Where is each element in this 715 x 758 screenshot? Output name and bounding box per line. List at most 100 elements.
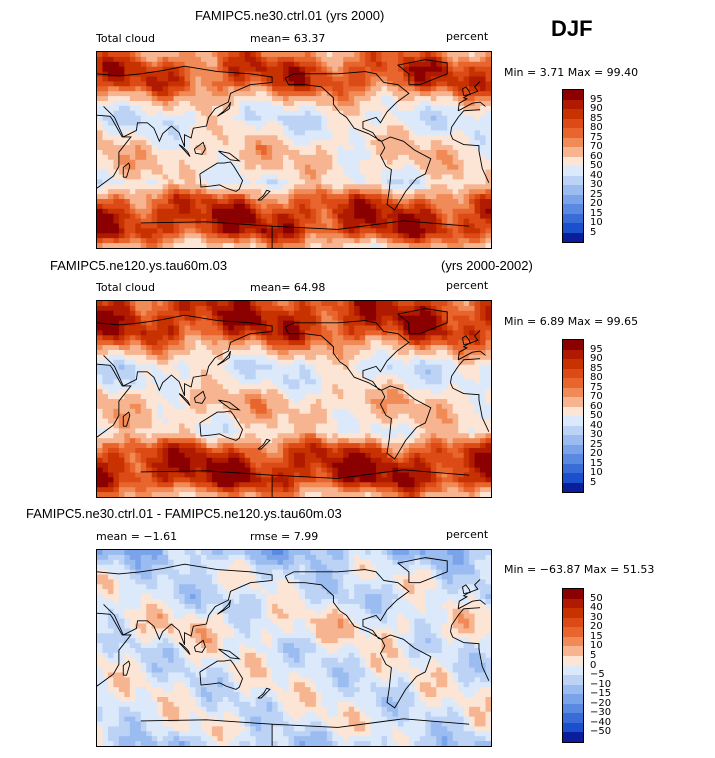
field-cell <box>239 223 246 229</box>
field-cell <box>261 228 268 234</box>
field-cell <box>447 228 454 234</box>
field-cell <box>332 203 339 210</box>
field-cell <box>304 238 312 244</box>
field-cell <box>343 413 350 420</box>
field-cell <box>474 189 481 195</box>
field-cell <box>168 140 175 146</box>
field-cell <box>332 140 339 146</box>
field-cell <box>233 169 240 176</box>
field-cell <box>419 76 426 82</box>
field-cell <box>304 208 312 215</box>
field-cell <box>107 243 115 248</box>
field-cell <box>387 135 394 141</box>
field-cell <box>381 228 388 234</box>
field-cell <box>381 169 388 176</box>
field-cell <box>239 101 246 107</box>
field-cell <box>135 164 142 171</box>
field-cell <box>458 369 465 376</box>
field-cell <box>239 354 246 361</box>
field-cell <box>304 96 312 102</box>
field-cell <box>206 66 213 73</box>
field-cell <box>151 399 158 405</box>
field-cell <box>179 389 186 395</box>
field-cell <box>387 394 394 400</box>
field-cell <box>288 350 295 356</box>
field-cell <box>97 174 104 180</box>
field-cell <box>200 364 208 371</box>
field-cell <box>168 120 175 127</box>
field-cell <box>173 364 180 371</box>
field-cell <box>359 218 366 225</box>
field-cell <box>190 105 197 112</box>
field-cell <box>436 354 443 361</box>
field-cell <box>272 330 279 336</box>
field-cell <box>354 403 361 410</box>
field-cell <box>113 81 120 87</box>
field-cell <box>217 354 224 361</box>
field-cell <box>463 301 470 307</box>
field-cell <box>332 423 339 429</box>
field-cell <box>239 213 246 220</box>
field-cell <box>485 110 491 117</box>
field-cell <box>135 115 142 122</box>
field-cell <box>365 101 372 107</box>
field-cell <box>173 384 180 390</box>
field-cell <box>299 403 306 410</box>
field-cell <box>239 325 246 331</box>
field-cell <box>304 203 312 210</box>
field-cell <box>469 433 476 439</box>
field-cell <box>408 184 415 190</box>
field-cell <box>239 154 246 161</box>
field-cell <box>168 399 175 405</box>
field-cell <box>272 399 279 405</box>
field-cell <box>266 101 273 107</box>
field-cell <box>222 189 229 195</box>
field-cell <box>124 61 131 68</box>
field-cell <box>365 438 372 444</box>
field-cell <box>447 150 454 156</box>
field-cell <box>408 140 415 146</box>
field-cell <box>222 56 229 63</box>
field-cell <box>392 154 399 161</box>
field-cell <box>118 320 125 327</box>
field-cell <box>463 203 470 210</box>
field-cell <box>146 135 153 141</box>
field-cell <box>419 145 426 151</box>
field-cell <box>376 350 383 356</box>
field-cell <box>480 86 487 92</box>
field-cell <box>387 71 394 78</box>
field-cell <box>376 330 383 336</box>
field-cell <box>129 86 136 92</box>
field-cell <box>381 413 388 420</box>
field-cell <box>408 194 415 200</box>
field-cell <box>277 433 284 439</box>
field-cell <box>359 179 366 185</box>
field-cell <box>168 81 175 87</box>
field-cell <box>430 130 437 136</box>
field-cell <box>397 223 405 229</box>
field-cell <box>397 350 405 356</box>
field-cell <box>294 159 301 166</box>
field-cell <box>217 115 224 122</box>
field-cell <box>452 194 459 200</box>
field-cell <box>113 384 120 390</box>
field-cell <box>146 399 153 405</box>
field-cell <box>408 130 415 136</box>
field-cell <box>480 379 487 385</box>
field-cell <box>485 433 491 439</box>
field-cell <box>190 174 197 180</box>
field-cell <box>480 374 487 380</box>
field-cell <box>135 150 142 156</box>
field-cell <box>381 345 388 351</box>
field-cell <box>102 169 109 176</box>
field-cell <box>157 379 164 385</box>
field-cell <box>129 179 136 185</box>
field-cell <box>354 438 361 444</box>
field-cell <box>474 335 481 341</box>
field-cell <box>304 364 312 371</box>
field-cell <box>458 115 465 122</box>
field-cell <box>266 335 273 341</box>
field-cell <box>310 56 317 63</box>
field-cell <box>408 243 415 248</box>
field-cell <box>425 101 432 107</box>
